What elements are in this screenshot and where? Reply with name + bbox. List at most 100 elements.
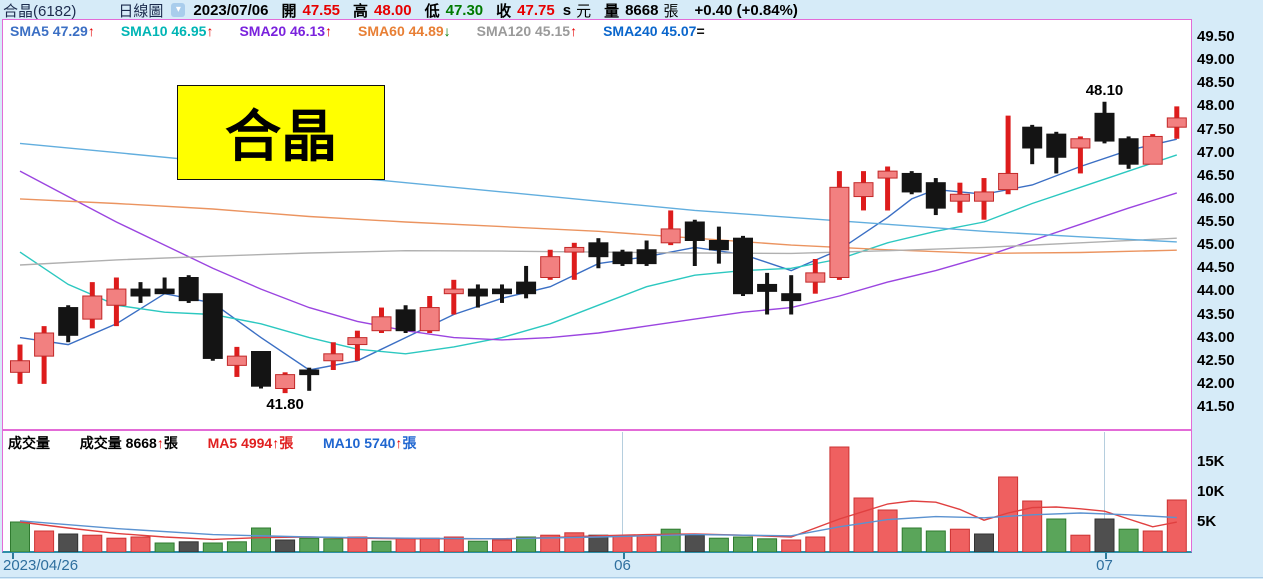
- candle-05/31: [588, 238, 609, 269]
- candle-05/03: [106, 277, 127, 327]
- candle-body: [901, 172, 922, 193]
- volume-ma-line-ma10: [19, 512, 1177, 540]
- volume-bar-06/07: [708, 537, 729, 552]
- candle-05/15: [299, 367, 320, 391]
- volume-bar-06/09: [757, 538, 778, 552]
- volume-bar-06/29: [1046, 518, 1067, 552]
- x-axis-tick: [622, 553, 625, 559]
- volume-bar-05/05: [154, 542, 175, 552]
- candle-05/30: [564, 242, 585, 280]
- candle-05/02: [82, 282, 103, 329]
- volume-ma5-unit: 張: [279, 435, 294, 451]
- volume-ma10-value: 5740: [364, 435, 396, 451]
- candle-06/27: [998, 115, 1019, 195]
- candle-05/24: [467, 284, 488, 308]
- session-flag: s: [562, 1, 572, 19]
- up-arrow-icon: ↑: [206, 23, 214, 39]
- candle-body: [130, 288, 151, 297]
- volume-bar-05/24: [467, 540, 488, 552]
- candle-06/08: [733, 235, 753, 296]
- period-selector[interactable]: 日線圖: [118, 2, 164, 20]
- candle-body: [781, 293, 802, 302]
- candle-06/16: [877, 166, 898, 211]
- price-axis-label: 49.00: [1197, 51, 1235, 69]
- volume-bar-07/03: [1094, 518, 1115, 552]
- high-label: 高: [353, 2, 369, 20]
- price-axis-label: 46.50: [1197, 166, 1235, 184]
- volume-bar-06/13: [805, 536, 826, 552]
- candle-06/05: [660, 210, 681, 246]
- volume-bar-05/10: [226, 541, 247, 552]
- candle-06/26: [974, 178, 994, 220]
- sma-text: SMA120 45.15: [476, 23, 571, 39]
- candle-body: [419, 307, 440, 332]
- sma-legend-sma20: SMA20 46.13↑: [239, 23, 332, 39]
- candle-05/22: [419, 296, 440, 333]
- volume-legend-row: 成交量 成交量 8668↑張 MA5 4994↑張 MA10 5740↑張: [8, 433, 416, 453]
- candle-body: [323, 353, 344, 362]
- candle-04/28: [58, 305, 79, 343]
- candle-body: [757, 283, 778, 292]
- candle-06/13: [805, 259, 826, 294]
- volume-ma10-unit: 張: [402, 435, 417, 451]
- candle-body: [275, 374, 296, 389]
- candle-body: [925, 182, 946, 209]
- volume-bar-05/16: [323, 538, 344, 552]
- candle-05/10: [226, 346, 247, 377]
- candle-07/04: [1118, 136, 1139, 169]
- candle-body: [443, 288, 464, 295]
- volume-bar-05/08: [178, 541, 199, 552]
- volume-pane-title: 成交量: [8, 435, 50, 451]
- candle-05/08: [178, 275, 199, 303]
- candle-05/19: [395, 305, 416, 333]
- candle-body: [877, 170, 898, 179]
- currency-unit: 元: [576, 2, 592, 20]
- volume-bar-06/05: [660, 528, 681, 552]
- volume-bar-05/18: [371, 540, 392, 552]
- volume-bar-05/25: [492, 539, 512, 552]
- volume-bar-06/21: [949, 528, 970, 552]
- price-axis-label: 42.50: [1197, 351, 1235, 369]
- sma-text: SMA20 46.13: [239, 23, 326, 39]
- high-value: 48.00: [374, 1, 412, 19]
- up-arrow-icon: ↑: [156, 435, 164, 451]
- volume-bar-06/12: [781, 539, 802, 552]
- sma-legend-sma10: SMA10 46.95↑: [121, 23, 214, 39]
- volume-bar-04/28: [58, 533, 79, 552]
- candle-body: [467, 288, 488, 297]
- volume-bar-06/20: [925, 530, 946, 552]
- candle-body: [58, 307, 79, 336]
- price-axis-label: 42.00: [1197, 374, 1235, 392]
- candle-body: [829, 186, 850, 278]
- candle-body: [1142, 135, 1163, 165]
- candle-body: [202, 293, 223, 359]
- x-axis-tick: [1104, 553, 1107, 559]
- volume-bar-06/27: [998, 476, 1019, 552]
- price-axis-label: 48.50: [1197, 74, 1235, 92]
- volume-bar-05/19: [395, 538, 416, 552]
- candle-06/15: [853, 171, 874, 211]
- candle-body: [1070, 138, 1091, 149]
- candle-body: [1166, 117, 1187, 128]
- price-axis-label: 46.00: [1197, 189, 1235, 207]
- volume-axis-label: 5K: [1197, 513, 1217, 530]
- chevron-down-icon[interactable]: ▾: [171, 3, 186, 17]
- candle-06/28: [1022, 124, 1043, 165]
- volume-bar-06/19: [901, 527, 922, 552]
- price-axis-label: 44.50: [1197, 259, 1235, 277]
- volume-bar-05/03: [106, 537, 127, 552]
- open-label: 開: [281, 2, 297, 20]
- up-arrow-icon: ↑: [87, 23, 95, 39]
- candle-06/07: [708, 226, 729, 264]
- candle-05/17: [347, 330, 368, 361]
- candle-body: [636, 249, 657, 265]
- header-bar: 合晶(6182) 日線圖 ▾ 2023/07/06 開 47.55 高 48.0…: [0, 0, 1263, 20]
- low-label: 低: [424, 2, 440, 20]
- price-annotation: 41.80: [266, 396, 304, 413]
- volume-bar-04/27: [34, 530, 55, 552]
- candle-body: [660, 228, 681, 244]
- candle-05/25: [492, 284, 512, 303]
- candle-06/20: [925, 178, 946, 216]
- candle-body: [540, 256, 561, 278]
- volume-item-unit: 張: [163, 435, 178, 451]
